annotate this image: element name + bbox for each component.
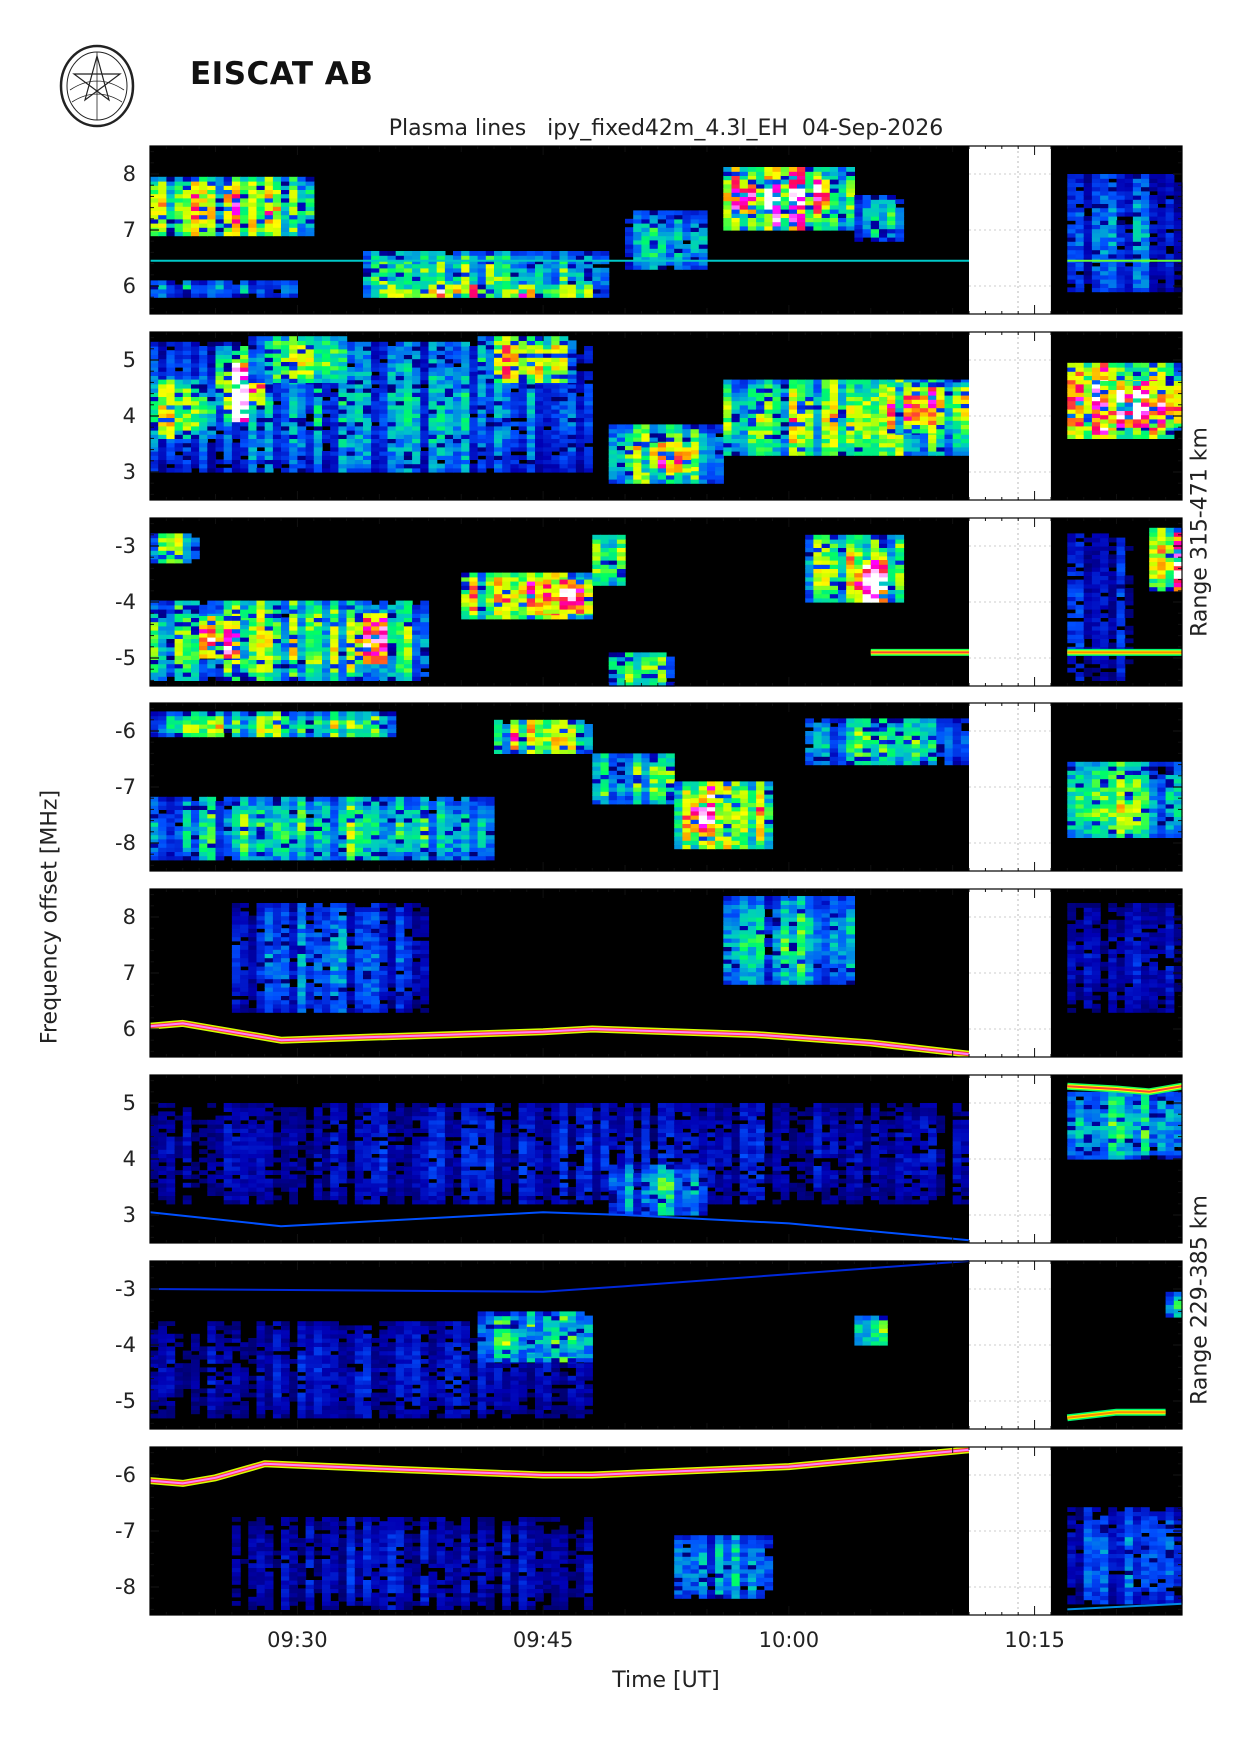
x-tick-label: 09:30 [267, 1628, 328, 1652]
intensity-region-1-9 [1067, 174, 1183, 293]
y-tick-label: 6 [123, 1017, 136, 1041]
intensity-region-1-5 [625, 210, 708, 270]
y-tick-label: 8 [123, 905, 136, 929]
y-tick-label: 7 [123, 218, 136, 242]
y-tick-label: 8 [123, 162, 136, 186]
intensity-region-2-6 [477, 336, 577, 383]
intensity-region-7-1 [150, 1321, 593, 1419]
intensity-region-2-10 [887, 382, 970, 434]
intensity-region-4-2 [150, 796, 495, 861]
intensity-region-1-1 [150, 176, 315, 237]
y-tick-label: -3 [115, 534, 136, 558]
intensity-region-2-8 [641, 442, 692, 473]
plasma-line-6-1 [149, 1211, 970, 1242]
intensity-region-3-11 [1149, 527, 1183, 592]
plasma-line-8-2 [1067, 1602, 1183, 1611]
intensity-region-3-4 [346, 613, 397, 665]
intensity-region-4-4 [592, 753, 675, 805]
intensity-region-3-10 [854, 560, 888, 603]
y-tick-label: 6 [123, 274, 136, 298]
y-tick-label: -6 [115, 1463, 136, 1487]
intensity-region-3-8 [608, 652, 675, 687]
y-tick-label: -6 [115, 719, 136, 743]
intensity-region-2-2 [150, 379, 217, 439]
intensity-region-1-2 [150, 280, 298, 298]
intensity-region-3-1 [150, 533, 200, 564]
intensity-region-7-4 [854, 1315, 888, 1346]
x-axis-label: Time [UT] [612, 1668, 720, 1693]
intensity-region-2-5 [248, 336, 348, 383]
intensity-region-1-8 [854, 195, 905, 242]
intensity-region-8-1 [231, 1517, 593, 1610]
intensity-region-1-4 [379, 284, 593, 298]
y-tick-label: 5 [123, 1091, 136, 1115]
plasma-line-5-1 [149, 1019, 970, 1058]
y-tick-label: 3 [123, 460, 136, 484]
intensity-region-4-8 [1067, 761, 1183, 838]
eiscat-logo [59, 44, 135, 128]
y-tick-label: -4 [115, 1333, 136, 1357]
intensity-region-6-2 [608, 1164, 708, 1216]
intensity-region-5-1 [231, 903, 430, 1013]
y-tick-label: 3 [123, 1203, 136, 1227]
y-tick-label: -5 [115, 1389, 136, 1413]
spectrogram-panel-3: -3 -4 -5 [115, 517, 1183, 687]
y-tick-label: 4 [123, 1147, 136, 1171]
chart-title: Plasma lines ipy_fixed42m_4.3l_EH 04-Sep… [388, 116, 944, 141]
x-tick-label: 10:15 [1004, 1628, 1065, 1652]
spectrogram-panel-8: -6 -7 -8 [115, 1446, 1183, 1616]
y-tick-label: -3 [115, 1277, 136, 1301]
intensity-region-7-5 [1165, 1291, 1183, 1318]
y-tick-label: 7 [123, 961, 136, 985]
intensity-region-7-3 [526, 1322, 577, 1357]
intensity-region-2-12 [1100, 381, 1183, 428]
intensity-region-6-1 [150, 1103, 970, 1205]
spectrogram-panel-2: 3 4 5 [123, 331, 1183, 501]
y-tick-label: 4 [123, 404, 136, 428]
intensity-region-3-3 [199, 616, 249, 659]
intensity-region-1-7 [739, 179, 839, 214]
y-tick-label: -8 [115, 831, 136, 855]
intensity-region-4-3 [494, 719, 593, 754]
spectrogram-panel-4: -6 -7 -8 [115, 702, 1183, 872]
y-tick-label: -4 [115, 590, 136, 614]
spectrogram-panel-6: 3 4 5 [123, 1074, 1183, 1244]
spectrogram-panel-7: -3 -4 -5 [115, 1260, 1183, 1430]
org-name: EISCAT AB [190, 56, 374, 92]
y-tick-label: 5 [123, 348, 136, 372]
intensity-region-2-4 [223, 362, 249, 423]
intensity-region-4-1 [150, 711, 397, 738]
y-tick-label: -5 [115, 646, 136, 670]
y-tick-label: -7 [115, 1519, 136, 1543]
intensity-region-3-6 [543, 579, 593, 614]
plasma-line-7-1 [149, 1260, 970, 1293]
intensity-region-8-2 [674, 1535, 774, 1599]
plasma-line-6-2 [1067, 1082, 1183, 1096]
intensity-region-4-7 [805, 718, 970, 766]
y-tick-label: -7 [115, 775, 136, 799]
intensity-region-8-3 [1067, 1507, 1183, 1605]
intensity-region-4-6 [690, 798, 741, 833]
intensity-region-6-3 [1067, 1091, 1183, 1160]
y-tick-label: -8 [115, 1575, 136, 1599]
x-tick-label: 09:45 [513, 1628, 574, 1652]
plasma-line-7-2 [1066, 1408, 1166, 1422]
x-tick-label: 10:00 [759, 1628, 820, 1652]
spectrogram-panel-1: 6 7 8 [123, 145, 1183, 315]
intensity-region-3-7 [592, 534, 626, 586]
intensity-region-5-2 [723, 896, 855, 985]
plasma-line-8-1 [149, 1446, 970, 1487]
spectrogram-panel-5: 6 7 8 [123, 888, 1183, 1058]
intensity-region-5-3 [1067, 903, 1183, 1013]
